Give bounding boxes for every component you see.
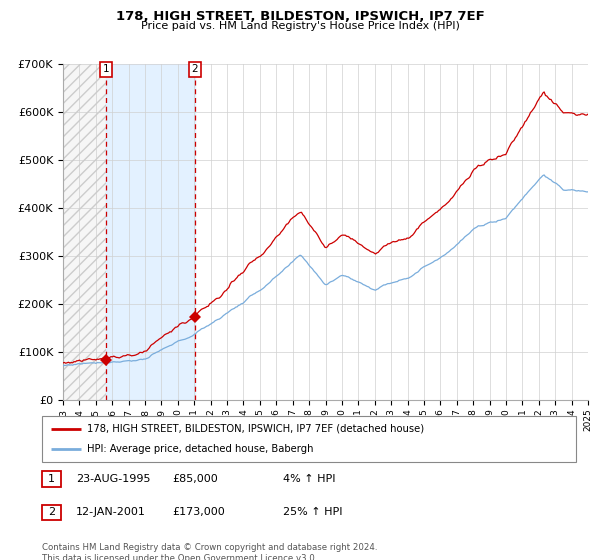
Text: 178, HIGH STREET, BILDESTON, IPSWICH, IP7 7EF (detached house): 178, HIGH STREET, BILDESTON, IPSWICH, IP…	[87, 424, 424, 434]
Text: £173,000: £173,000	[172, 507, 225, 517]
Text: Contains HM Land Registry data © Crown copyright and database right 2024.
This d: Contains HM Land Registry data © Crown c…	[42, 543, 377, 560]
Text: 25% ↑ HPI: 25% ↑ HPI	[283, 507, 343, 517]
Text: 2: 2	[191, 64, 198, 74]
Text: 23-AUG-1995: 23-AUG-1995	[76, 474, 151, 484]
Text: £85,000: £85,000	[172, 474, 218, 484]
Text: HPI: Average price, detached house, Babergh: HPI: Average price, detached house, Babe…	[87, 444, 314, 454]
Text: 178, HIGH STREET, BILDESTON, IPSWICH, IP7 7EF: 178, HIGH STREET, BILDESTON, IPSWICH, IP…	[116, 10, 484, 22]
Text: Price paid vs. HM Land Registry's House Price Index (HPI): Price paid vs. HM Land Registry's House …	[140, 21, 460, 31]
Text: 1: 1	[48, 474, 55, 484]
Text: 12-JAN-2001: 12-JAN-2001	[76, 507, 146, 517]
Text: 4% ↑ HPI: 4% ↑ HPI	[283, 474, 336, 484]
Bar	[106, 64, 195, 400]
Bar	[63, 64, 106, 400]
Text: 1: 1	[103, 64, 110, 74]
Bar	[63, 64, 106, 400]
Text: 2: 2	[48, 507, 55, 517]
